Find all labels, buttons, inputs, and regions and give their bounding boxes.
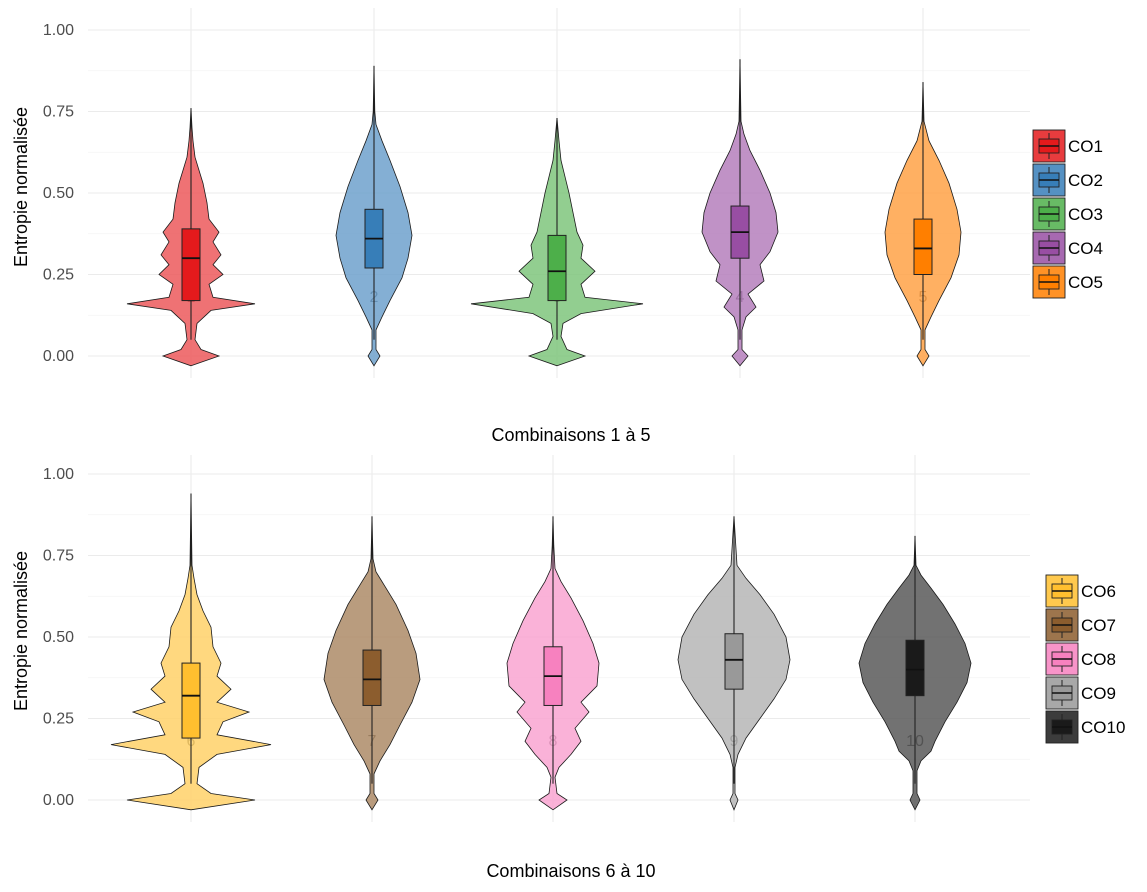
y-tick-label: 0.25: [43, 711, 74, 728]
y-tick-label: 0.00: [43, 792, 74, 809]
legend-item-CO9: CO9: [1045, 676, 1116, 710]
legend-item-CO2: CO2: [1032, 163, 1103, 197]
chart-panel-1: 0.000.250.500.751.0012345Combinaisons 1 …: [11, 8, 1103, 445]
legend-item-CO4: CO4: [1032, 231, 1103, 265]
y-tick-label: 0.25: [43, 267, 74, 284]
legend-label: CO1: [1068, 137, 1103, 156]
legend-item-CO3: CO3: [1032, 197, 1103, 231]
y-tick-label: 0.75: [43, 548, 74, 565]
y-tick-label: 0.50: [43, 185, 74, 202]
legend-label: CO6: [1081, 582, 1116, 601]
legend: CO6 CO7 CO8 CO9 CO10: [1045, 574, 1125, 744]
legend-label: CO3: [1068, 205, 1103, 224]
box-CO10: [905, 639, 925, 697]
legend-label: CO7: [1081, 616, 1116, 635]
legend-item-CO8: CO8: [1045, 642, 1116, 676]
legend-item-CO5: CO5: [1032, 265, 1103, 299]
box-CO5: [913, 218, 933, 275]
box-CO9: [724, 633, 744, 690]
legend-label: CO4: [1068, 239, 1103, 258]
box-CO7: [362, 649, 382, 706]
legend-label: CO5: [1068, 273, 1103, 292]
box-CO3: [547, 234, 567, 302]
y-tick-label: 1.00: [43, 466, 74, 483]
legend-item-CO10: CO10: [1045, 710, 1125, 744]
legend-label: CO2: [1068, 171, 1103, 190]
box-CO6: [181, 662, 201, 739]
legend: CO1 CO2 CO3 CO4 CO5: [1032, 129, 1103, 299]
box-CO1: [181, 228, 201, 302]
x-axis-title: Combinaisons 6 à 10: [486, 861, 655, 881]
chart-panel-2: 0.000.250.500.751.00678910Combinaisons 6…: [11, 455, 1125, 881]
legend-label: CO10: [1081, 718, 1125, 737]
y-axis-title: Entropie normalisée: [11, 551, 31, 711]
y-axis-title: Entropie normalisée: [11, 107, 31, 267]
y-tick-label: 1.00: [43, 22, 74, 39]
legend-label: CO8: [1081, 650, 1116, 669]
legend-label: CO9: [1081, 684, 1116, 703]
y-tick-label: 0.75: [43, 104, 74, 121]
x-axis-title: Combinaisons 1 à 5: [491, 425, 650, 445]
legend-item-CO1: CO1: [1032, 129, 1103, 163]
y-tick-label: 0.50: [43, 629, 74, 646]
legend-item-CO6: CO6: [1045, 574, 1116, 608]
y-tick-label: 0.00: [43, 348, 74, 365]
legend-item-CO7: CO7: [1045, 608, 1116, 642]
